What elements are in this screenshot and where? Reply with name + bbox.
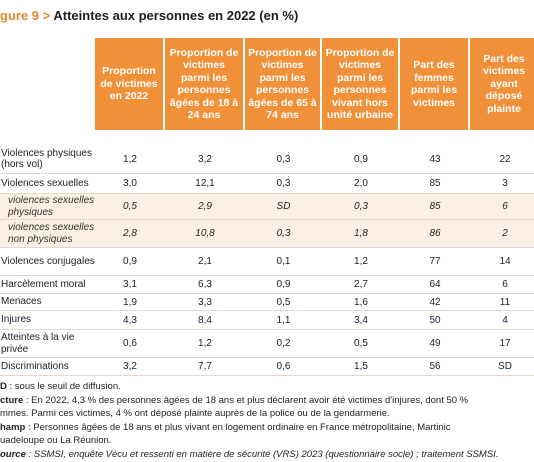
table-cell: 3,4 bbox=[322, 311, 400, 330]
footnote-text: uadeloupe ou La Réunion. bbox=[0, 435, 112, 446]
table-cell: 0,1 bbox=[245, 248, 322, 276]
footnote-text: : En 2022, 4,3 % des personnes âgées de … bbox=[23, 394, 469, 406]
column-header: Part des victimes ayant déposé plainte bbox=[470, 38, 534, 130]
table-cell: 50 bbox=[400, 311, 470, 330]
table-cell: 6 bbox=[470, 194, 534, 220]
table-cell: 77 bbox=[400, 248, 470, 276]
table-cell: 1,2 bbox=[165, 330, 245, 358]
table-cell: 1,2 bbox=[322, 248, 400, 276]
table-cell: 0,5 bbox=[245, 294, 322, 311]
footnote-label: hamp bbox=[0, 421, 26, 433]
row-label: Injures bbox=[0, 311, 95, 330]
table-cell: 3,1 bbox=[95, 276, 165, 294]
table-cell: 1,2 bbox=[95, 145, 165, 174]
footnote: mmes. Parmi ces victimes, 4 % ont déposé… bbox=[0, 407, 390, 420]
table-cell: 4 bbox=[470, 311, 534, 330]
footnote-text: : Personnes âgées de 18 ans et plus viva… bbox=[25, 421, 451, 433]
table-cell: 0,9 bbox=[95, 248, 165, 276]
table-cell: SD bbox=[245, 194, 322, 220]
table-cell: 11 bbox=[470, 294, 534, 311]
table-cell: 3 bbox=[470, 174, 534, 194]
table-cell: 0,5 bbox=[322, 330, 400, 358]
footnote-text: mmes. Parmi ces victimes, 4 % ont déposé… bbox=[0, 408, 390, 419]
table-cell: 0,9 bbox=[245, 276, 322, 294]
table-cell: 1,5 bbox=[322, 358, 400, 376]
table-cell: 3,0 bbox=[95, 174, 165, 194]
table-cell: 0,5 bbox=[95, 194, 165, 220]
column-header: Proportion de victimes en 2022 bbox=[95, 38, 163, 130]
table-cell: 49 bbox=[400, 330, 470, 358]
table-cell: 14 bbox=[470, 248, 534, 276]
table-cell: 85 bbox=[400, 194, 470, 220]
table-cell: 2,0 bbox=[322, 174, 400, 194]
table-cell: 64 bbox=[400, 276, 470, 294]
row-label: Atteintes à la vie privée bbox=[0, 330, 95, 358]
table-cell: 0,3 bbox=[245, 174, 322, 194]
table-cell: 0,2 bbox=[245, 330, 322, 358]
table-cell: 2,7 bbox=[322, 276, 400, 294]
table-cell: 42 bbox=[400, 294, 470, 311]
table-cell: 0,3 bbox=[322, 194, 400, 220]
title-text: Atteintes aux personnes en 2022 (en %) bbox=[53, 8, 299, 23]
row-label: Violences sexuelles bbox=[0, 174, 95, 194]
table-cell: 12,1 bbox=[165, 174, 245, 194]
table-cell: 0,9 bbox=[322, 145, 400, 174]
table-cell: 7,7 bbox=[165, 358, 245, 376]
table-cell: 8,4 bbox=[165, 311, 245, 330]
table-cell: 1,6 bbox=[322, 294, 400, 311]
table-cell: 43 bbox=[400, 145, 470, 174]
table-cell: 3,2 bbox=[95, 358, 165, 376]
table-cell: 1,8 bbox=[322, 220, 400, 248]
table-cell: 2,8 bbox=[95, 220, 165, 248]
table-cell: 2 bbox=[470, 220, 534, 248]
table-cell: 3,3 bbox=[165, 294, 245, 311]
row-label: Harcèlement moral bbox=[0, 276, 95, 294]
table-cell: 0,3 bbox=[245, 220, 322, 248]
table-cell: 56 bbox=[400, 358, 470, 376]
footnote: hamp : Personnes âgées de 18 ans et plus… bbox=[0, 421, 450, 434]
footnote-label: ource bbox=[0, 448, 26, 460]
footnote: uadeloupe ou La Réunion. bbox=[0, 434, 111, 447]
table-cell: 22 bbox=[470, 145, 534, 174]
row-label: Discriminations bbox=[0, 358, 95, 376]
table-cell: 1,1 bbox=[245, 311, 322, 330]
column-header: Proportion de victimes parmi les personn… bbox=[245, 38, 320, 130]
row-label: violences sexuelles non physiques bbox=[0, 220, 95, 248]
footnote-label: cture bbox=[0, 394, 24, 406]
table-cell: 17 bbox=[470, 330, 534, 358]
row-label: Violences conjugales bbox=[0, 248, 95, 276]
table-cell: 3,2 bbox=[165, 145, 245, 174]
footnote: cture : En 2022, 4,3 % des personnes âgé… bbox=[0, 394, 468, 407]
column-header: Proportion de victimes parmi les personn… bbox=[322, 38, 398, 130]
table-cell: 1,9 bbox=[95, 294, 165, 311]
footnote-label: D bbox=[0, 381, 7, 392]
table-cell: SD bbox=[470, 358, 534, 376]
table-cell: 85 bbox=[400, 174, 470, 194]
row-label: violences sexuelles physiques bbox=[0, 194, 95, 220]
title: gure 9 > Atteintes aux personnes en 2022… bbox=[0, 8, 298, 23]
table-cell: 0,6 bbox=[95, 330, 165, 358]
table-cell: 0,3 bbox=[245, 145, 322, 174]
table-cell: 6 bbox=[470, 276, 534, 294]
table-cell: 6,3 bbox=[165, 276, 245, 294]
table-cell: 2,1 bbox=[165, 248, 245, 276]
table-cell: 0,6 bbox=[245, 358, 322, 376]
row-label: Violences physiques (hors vol) bbox=[0, 145, 95, 174]
column-header: Proportion de victimes parmi les personn… bbox=[165, 38, 243, 130]
table-cell: 2,9 bbox=[165, 194, 245, 220]
footnote-text: : sous le seuil de diffusion. bbox=[6, 381, 121, 392]
row-label: Menaces bbox=[0, 294, 95, 311]
footnote: ource : SSMSI, enquête Vécu et ressenti … bbox=[0, 448, 498, 461]
table-cell: 86 bbox=[400, 220, 470, 248]
table-cell: 4,3 bbox=[95, 311, 165, 330]
footnote: D : sous le seuil de diffusion. bbox=[0, 380, 121, 393]
figure-number: gure 9 > bbox=[0, 8, 51, 23]
table-cell: 10,8 bbox=[165, 220, 245, 248]
column-header: Part des femmes parmi les victimes bbox=[400, 38, 468, 130]
footnote-text: : SSMSI, enquête Vécu et ressenti en mat… bbox=[25, 448, 499, 460]
